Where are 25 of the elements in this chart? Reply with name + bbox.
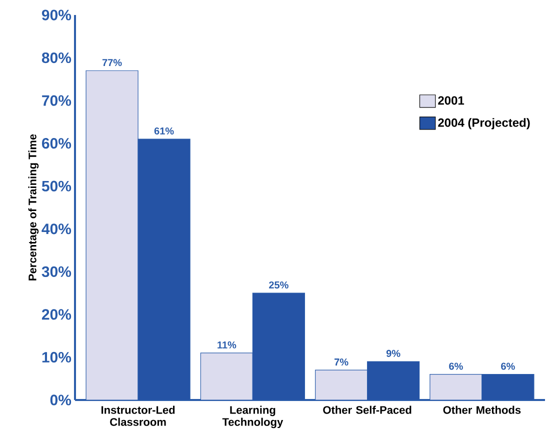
- data-label: 7%: [334, 358, 348, 366]
- data-label: 25%: [269, 281, 288, 289]
- y-tick-label: 20%: [42, 309, 72, 320]
- y-tick-label: 50%: [42, 180, 72, 192]
- x-tick-label: Other Methods: [443, 406, 521, 414]
- data-label: 77%: [102, 59, 122, 66]
- y-tick-label: 70%: [42, 95, 72, 106]
- data-label: 6%: [501, 362, 515, 370]
- x-tick-label: Instructor-Led Classroom: [102, 406, 175, 426]
- data-label: 11%: [218, 341, 236, 348]
- y-tick-label: 30%: [42, 266, 72, 277]
- data-label: 6%: [449, 362, 463, 370]
- data-label: 9%: [386, 350, 400, 357]
- x-tick-label: Learning Technology: [222, 406, 284, 428]
- legend-label: 2004 (Projected): [438, 118, 530, 130]
- y-tick-label: 10%: [42, 352, 72, 363]
- y-tick-label: 60%: [42, 138, 72, 149]
- y-tick-label: 40%: [42, 224, 72, 234]
- data-label: 61%: [154, 127, 174, 135]
- x-tick-label: Other Self-Paced: [323, 406, 412, 414]
- y-tick-label: 0%: [50, 394, 72, 406]
- y-tick-label: 90%: [42, 10, 72, 20]
- y-tick-label: 80%: [42, 52, 72, 64]
- y-axis-title: Percentage of Training Time: [28, 134, 39, 280]
- legend-label: 2001: [438, 96, 464, 105]
